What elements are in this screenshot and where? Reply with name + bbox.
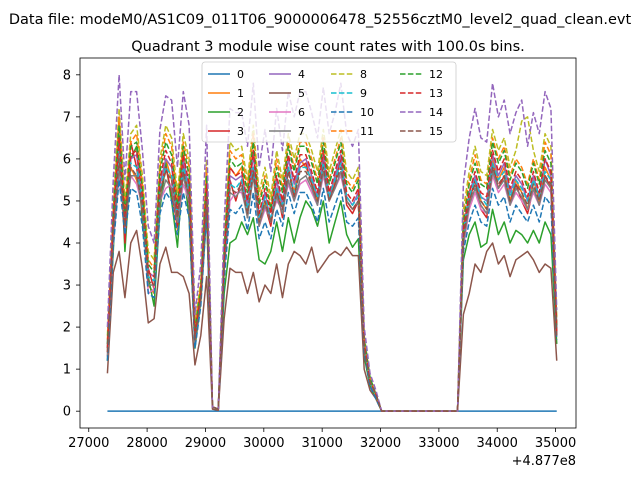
y-tick-label: 0 bbox=[63, 405, 71, 420]
y-tick-label: 4 bbox=[63, 237, 71, 252]
series-line-12 bbox=[106, 124, 558, 412]
legend-label-8: 8 bbox=[360, 68, 367, 81]
legend-label-0: 0 bbox=[237, 68, 244, 81]
x-axis: 27000 28000 29000 30000 31000 32000 33000 34000… bbox=[68, 428, 576, 451]
y-tick-label: 2 bbox=[63, 321, 71, 336]
legend-label-12: 12 bbox=[429, 68, 443, 81]
x-tick-label: 29000 bbox=[185, 436, 226, 451]
x-tick-label: 33000 bbox=[418, 436, 459, 451]
series-line-9 bbox=[106, 149, 558, 412]
series-line-10 bbox=[106, 179, 558, 412]
y-tick-label: 1 bbox=[63, 363, 71, 378]
y-tick-label: 8 bbox=[63, 68, 71, 83]
x-tick-label: 35000 bbox=[535, 436, 576, 451]
series-line-13 bbox=[106, 137, 558, 412]
legend-label-4: 4 bbox=[298, 68, 305, 81]
legend-label-9: 9 bbox=[360, 87, 367, 100]
y-tick-label: 6 bbox=[63, 152, 71, 167]
series-line-11 bbox=[106, 116, 558, 412]
plot-area bbox=[79, 57, 577, 429]
y-axis: 0 1 2 3 4 5 6 7 8 bbox=[63, 68, 80, 420]
legend-label-15: 15 bbox=[429, 125, 443, 138]
x-offset-label: +4.877e8 bbox=[512, 454, 576, 469]
legend-label-10: 10 bbox=[360, 106, 374, 119]
y-tick-label: 3 bbox=[63, 279, 71, 294]
legend-label-5: 5 bbox=[298, 87, 305, 100]
suptitle: Data file: modeM0/AS1C09_011T06_90000064… bbox=[9, 12, 632, 28]
x-tick-label: 30000 bbox=[243, 436, 284, 451]
legend-label-1: 1 bbox=[237, 87, 244, 100]
legend-label-2: 2 bbox=[237, 106, 244, 119]
x-tick-label: 31000 bbox=[301, 436, 342, 451]
x-tick-label: 32000 bbox=[360, 436, 401, 451]
series-line-8 bbox=[106, 107, 558, 412]
series-group bbox=[106, 74, 558, 412]
legend-frame bbox=[201, 61, 457, 143]
series-line-15 bbox=[106, 158, 558, 412]
legend-label-7: 7 bbox=[298, 125, 305, 138]
y-tick-label: 7 bbox=[63, 110, 71, 125]
legend-label-11: 11 bbox=[360, 125, 374, 138]
series-line-5 bbox=[106, 229, 558, 412]
legend-label-14: 14 bbox=[429, 106, 443, 119]
legend-label-6: 6 bbox=[298, 106, 305, 119]
legend-label-13: 13 bbox=[429, 87, 443, 100]
x-tick-label: 28000 bbox=[126, 436, 167, 451]
x-tick-label: 27000 bbox=[68, 436, 109, 451]
legend-label-3: 3 bbox=[237, 125, 244, 138]
y-tick-label: 5 bbox=[63, 194, 71, 209]
chart-title: Quadrant 3 module wise count rates with … bbox=[131, 39, 525, 55]
series-line-14 bbox=[106, 74, 558, 412]
x-tick-label: 34000 bbox=[477, 436, 518, 451]
